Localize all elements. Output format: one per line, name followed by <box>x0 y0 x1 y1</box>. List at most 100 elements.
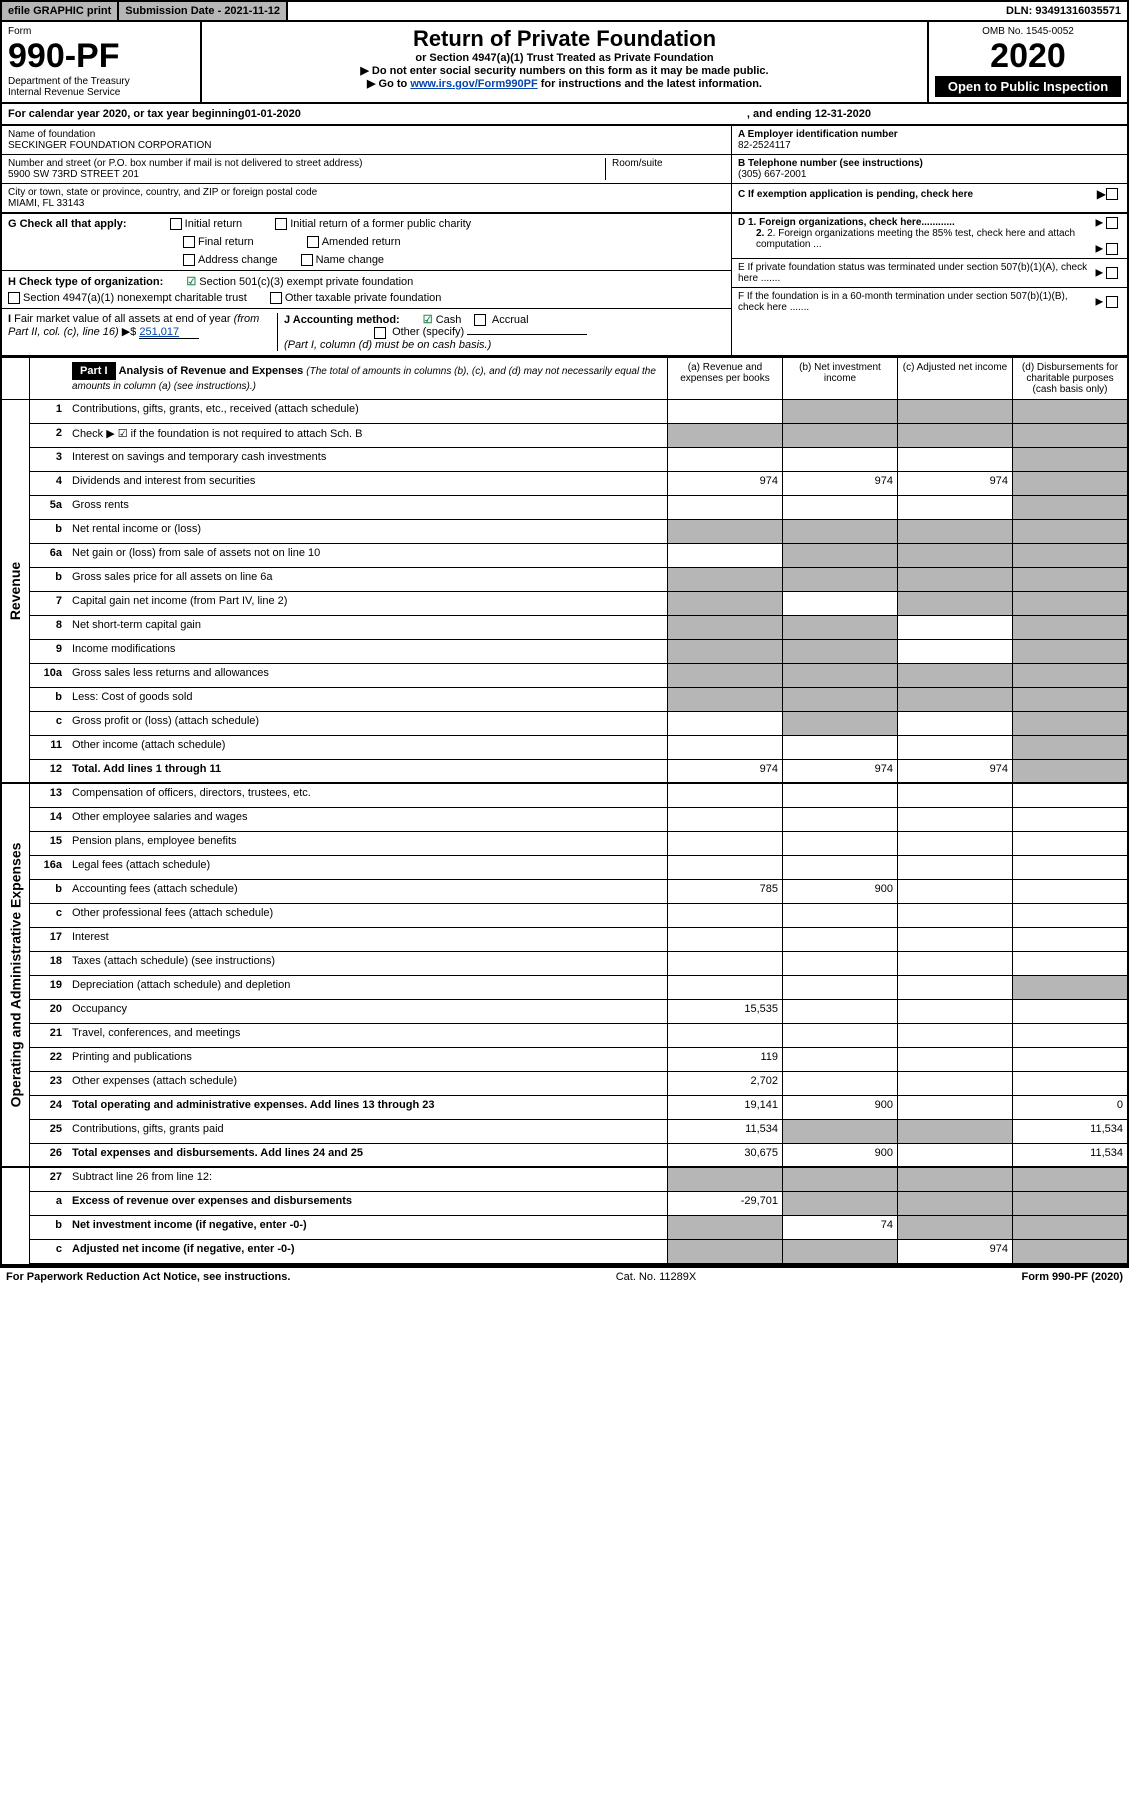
g-public-checkbox[interactable] <box>275 218 287 230</box>
amount-cell <box>897 1192 1012 1215</box>
line-row: 27Subtract line 26 from line 12: <box>30 1168 1127 1192</box>
col-b-head: (b) Net investment income <box>782 358 897 399</box>
irs-link[interactable]: www.irs.gov/Form990PF <box>410 78 537 90</box>
amount-cell <box>897 952 1012 975</box>
g-namechg-checkbox[interactable] <box>301 254 313 266</box>
c-checkbox[interactable] <box>1106 188 1118 200</box>
note-link-row: ▶ Go to www.irs.gov/Form990PF for instru… <box>208 77 921 90</box>
line-description: Gross sales less returns and allowances <box>68 664 667 687</box>
phone: (305) 667-2001 <box>738 169 1121 180</box>
line-number: 7 <box>30 592 68 615</box>
line-number: 26 <box>30 1144 68 1166</box>
h-501c3-checkbox[interactable]: ☑ <box>186 276 196 288</box>
h-4947-checkbox[interactable] <box>8 292 20 304</box>
line-description: Taxes (attach schedule) (see instruction… <box>68 952 667 975</box>
g-final-checkbox[interactable] <box>183 236 195 248</box>
line-row: 11Other income (attach schedule) <box>30 736 1127 760</box>
j-cash-checkbox[interactable]: ☑ <box>423 314 433 326</box>
g-amended-checkbox[interactable] <box>307 236 319 248</box>
amount-cell <box>1012 808 1127 831</box>
line-description: Pension plans, employee benefits <box>68 832 667 855</box>
line-description: Depreciation (attach schedule) and deple… <box>68 976 667 999</box>
amount-cell <box>1012 544 1127 567</box>
amount-cell: 11,534 <box>1012 1144 1127 1166</box>
amount-cell <box>1012 568 1127 591</box>
cal-end: 12-31-2020 <box>815 108 871 120</box>
amount-cell: 11,534 <box>667 1120 782 1143</box>
e-checkbox[interactable] <box>1106 267 1118 279</box>
line-description: Accounting fees (attach schedule) <box>68 880 667 903</box>
amount-cell <box>782 1240 897 1263</box>
line-row: 20Occupancy15,535 <box>30 1000 1127 1024</box>
amount-cell: 974 <box>897 760 1012 782</box>
amount-cell <box>897 688 1012 711</box>
h-opt2: Section 4947(a)(1) nonexempt charitable … <box>23 292 247 304</box>
g-initial-checkbox[interactable] <box>170 218 182 230</box>
c-label: C If exemption application is pending, c… <box>738 189 1097 200</box>
j-accrual-checkbox[interactable] <box>474 314 486 326</box>
line-number: 19 <box>30 976 68 999</box>
line-row: bLess: Cost of goods sold <box>30 688 1127 712</box>
line-number: b <box>30 568 68 591</box>
g-row: G Check all that apply: Initial return I… <box>8 218 725 230</box>
amount-cell <box>1012 688 1127 711</box>
amount-cell <box>897 904 1012 927</box>
amount-cell <box>1012 712 1127 735</box>
note-prefix: ▶ Go to <box>367 78 410 90</box>
amount-cell: 974 <box>667 760 782 782</box>
line-description: Total. Add lines 1 through 11 <box>68 760 667 782</box>
note-ssn: ▶ Do not enter social security numbers o… <box>208 64 921 77</box>
j-cash: Cash <box>436 314 462 326</box>
amount-cell: 74 <box>782 1216 897 1239</box>
amount-cell <box>667 592 782 615</box>
line-number: 3 <box>30 448 68 471</box>
amount-cell: 0 <box>1012 1096 1127 1119</box>
amount-cell <box>1012 1072 1127 1095</box>
addr-label: Number and street (or P.O. box number if… <box>8 158 605 169</box>
line-row: cGross profit or (loss) (attach schedule… <box>30 712 1127 736</box>
amount-cell <box>667 1168 782 1191</box>
amount-cell: 119 <box>667 1048 782 1071</box>
footer-mid: Cat. No. 11289X <box>616 1271 697 1283</box>
f-checkbox[interactable] <box>1106 296 1118 308</box>
col-d-head: (d) Disbursements for charitable purpose… <box>1012 358 1127 399</box>
amount-cell <box>782 784 897 807</box>
amount-cell: 974 <box>782 472 897 495</box>
note-suffix: for instructions and the latest informat… <box>538 78 762 90</box>
line-number: 25 <box>30 1120 68 1143</box>
line-number: b <box>30 520 68 543</box>
line-description: Gross rents <box>68 496 667 519</box>
g-opt-2: Final return <box>198 236 254 248</box>
amount-cell: 11,534 <box>1012 1120 1127 1143</box>
line-row: cOther professional fees (attach schedul… <box>30 904 1127 928</box>
amount-cell <box>1012 424 1127 447</box>
amount-cell <box>782 736 897 759</box>
amount-cell <box>897 592 1012 615</box>
line-number: c <box>30 904 68 927</box>
d1-checkbox[interactable] <box>1106 217 1118 229</box>
amount-cell <box>897 568 1012 591</box>
h-other-checkbox[interactable] <box>270 292 282 304</box>
line-description: Interest on savings and temporary cash i… <box>68 448 667 471</box>
h-opt1: Section 501(c)(3) exempt private foundat… <box>199 276 413 288</box>
line-row: 9Income modifications <box>30 640 1127 664</box>
amount-cell <box>897 832 1012 855</box>
g-addrchg-checkbox[interactable] <box>183 254 195 266</box>
line-description: Other income (attach schedule) <box>68 736 667 759</box>
line-description: Occupancy <box>68 1000 667 1023</box>
amount-cell <box>782 952 897 975</box>
line-description: Total operating and administrative expen… <box>68 1096 667 1119</box>
open-public-badge: Open to Public Inspection <box>935 76 1121 97</box>
amount-cell: 19,141 <box>667 1096 782 1119</box>
amount-cell: -29,701 <box>667 1192 782 1215</box>
arrow-icon: ▶ <box>1097 187 1106 201</box>
line-description: Contributions, gifts, grants paid <box>68 1120 667 1143</box>
line-description: Interest <box>68 928 667 951</box>
form-title: Return of Private Foundation <box>208 26 921 52</box>
line-number: 14 <box>30 808 68 831</box>
j-other-checkbox[interactable] <box>374 327 386 339</box>
i-value[interactable]: 251,017 <box>139 326 199 339</box>
amount-cell <box>782 1072 897 1095</box>
amount-cell <box>1012 904 1127 927</box>
d2-checkbox[interactable] <box>1106 243 1118 255</box>
